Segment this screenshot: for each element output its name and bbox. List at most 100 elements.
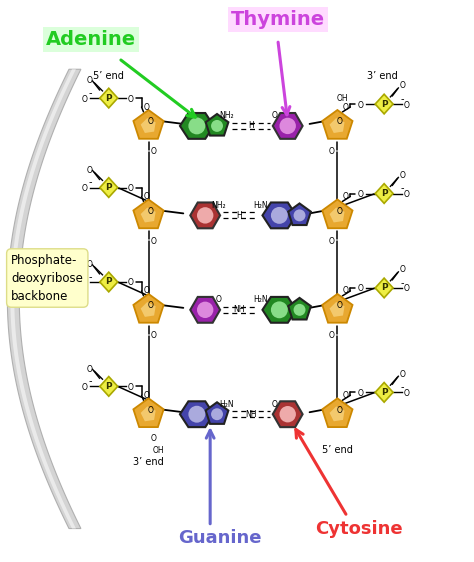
Circle shape [293, 304, 306, 316]
Text: 3’ end: 3’ end [367, 71, 398, 81]
Polygon shape [141, 207, 155, 223]
Text: O: O [342, 192, 348, 201]
Text: O: O [404, 101, 410, 110]
Text: O: O [87, 166, 92, 175]
Polygon shape [133, 294, 164, 323]
Polygon shape [263, 297, 296, 323]
Text: OH: OH [337, 94, 348, 103]
Text: O: O [404, 284, 410, 293]
Circle shape [197, 207, 213, 224]
Text: O: O [87, 365, 92, 374]
Polygon shape [375, 184, 393, 203]
Text: P: P [381, 283, 387, 292]
Circle shape [211, 120, 223, 132]
Polygon shape [375, 383, 393, 402]
Text: O: O [272, 400, 278, 409]
Text: O: O [147, 406, 154, 415]
Polygon shape [141, 302, 155, 317]
Polygon shape [322, 294, 353, 323]
Polygon shape [100, 272, 118, 292]
Text: -: - [400, 278, 404, 288]
Text: O: O [404, 389, 410, 398]
Text: P: P [105, 382, 112, 391]
Text: O: O [357, 190, 363, 199]
Text: O: O [151, 433, 156, 442]
Text: Thymine: Thymine [231, 10, 325, 29]
Text: O: O [337, 117, 342, 126]
Text: O: O [342, 102, 348, 111]
Text: P: P [381, 99, 387, 108]
Text: O: O [128, 184, 134, 193]
Polygon shape [322, 110, 353, 139]
Text: Guanine: Guanine [178, 529, 262, 547]
Polygon shape [133, 200, 164, 228]
Text: O: O [357, 101, 363, 110]
Polygon shape [322, 398, 353, 427]
Text: O: O [147, 207, 154, 216]
Text: O: O [328, 147, 334, 156]
Polygon shape [329, 406, 345, 422]
Text: NH₂: NH₂ [220, 111, 234, 120]
Polygon shape [100, 377, 118, 396]
Text: O: O [82, 383, 88, 392]
Polygon shape [329, 302, 345, 317]
Polygon shape [100, 178, 118, 197]
Text: NH: NH [245, 410, 256, 419]
Text: -: - [400, 94, 404, 104]
Polygon shape [100, 88, 118, 108]
Text: OH: OH [153, 446, 164, 455]
Text: P: P [105, 183, 112, 192]
Polygon shape [180, 113, 214, 139]
Text: H₂N: H₂N [254, 296, 268, 305]
Polygon shape [288, 298, 311, 319]
Text: O: O [144, 391, 149, 400]
Text: O: O [128, 383, 134, 392]
Text: O: O [144, 192, 149, 201]
Text: O: O [337, 207, 342, 216]
Circle shape [188, 117, 205, 134]
Text: H₂N: H₂N [254, 201, 268, 210]
Polygon shape [133, 110, 164, 139]
Circle shape [271, 207, 288, 224]
Text: P: P [381, 189, 387, 198]
Text: O: O [400, 265, 405, 274]
Circle shape [197, 302, 213, 318]
Text: -: - [400, 184, 404, 193]
Text: 5’ end: 5’ end [93, 71, 124, 81]
Text: O: O [272, 111, 278, 120]
Circle shape [271, 301, 288, 318]
Text: O: O [82, 184, 88, 193]
Text: O: O [144, 287, 149, 296]
Text: O: O [151, 237, 156, 246]
Circle shape [280, 406, 296, 423]
Text: -: - [88, 178, 91, 188]
Polygon shape [273, 113, 302, 139]
Polygon shape [329, 118, 345, 133]
Text: P: P [105, 278, 112, 287]
Text: O: O [128, 94, 134, 103]
Polygon shape [273, 401, 302, 427]
Text: O: O [357, 389, 363, 398]
Text: O: O [128, 279, 134, 288]
Text: P: P [381, 388, 387, 397]
Circle shape [211, 408, 223, 420]
Text: Cytosine: Cytosine [316, 519, 403, 537]
Polygon shape [263, 202, 296, 228]
Text: O: O [328, 331, 334, 340]
Text: O: O [357, 284, 363, 293]
Polygon shape [322, 200, 353, 228]
Text: O: O [400, 171, 405, 180]
Text: O: O [87, 260, 92, 269]
Circle shape [293, 210, 306, 221]
Text: O: O [147, 301, 154, 310]
Text: O: O [87, 76, 92, 85]
Text: O: O [215, 296, 221, 305]
Polygon shape [329, 207, 345, 223]
Text: O: O [147, 117, 154, 126]
Text: O: O [151, 331, 156, 340]
Polygon shape [206, 114, 228, 135]
Text: -: - [88, 88, 91, 98]
Text: O: O [342, 287, 348, 296]
Text: 3’ end: 3’ end [133, 457, 164, 467]
Text: -: - [400, 382, 404, 392]
